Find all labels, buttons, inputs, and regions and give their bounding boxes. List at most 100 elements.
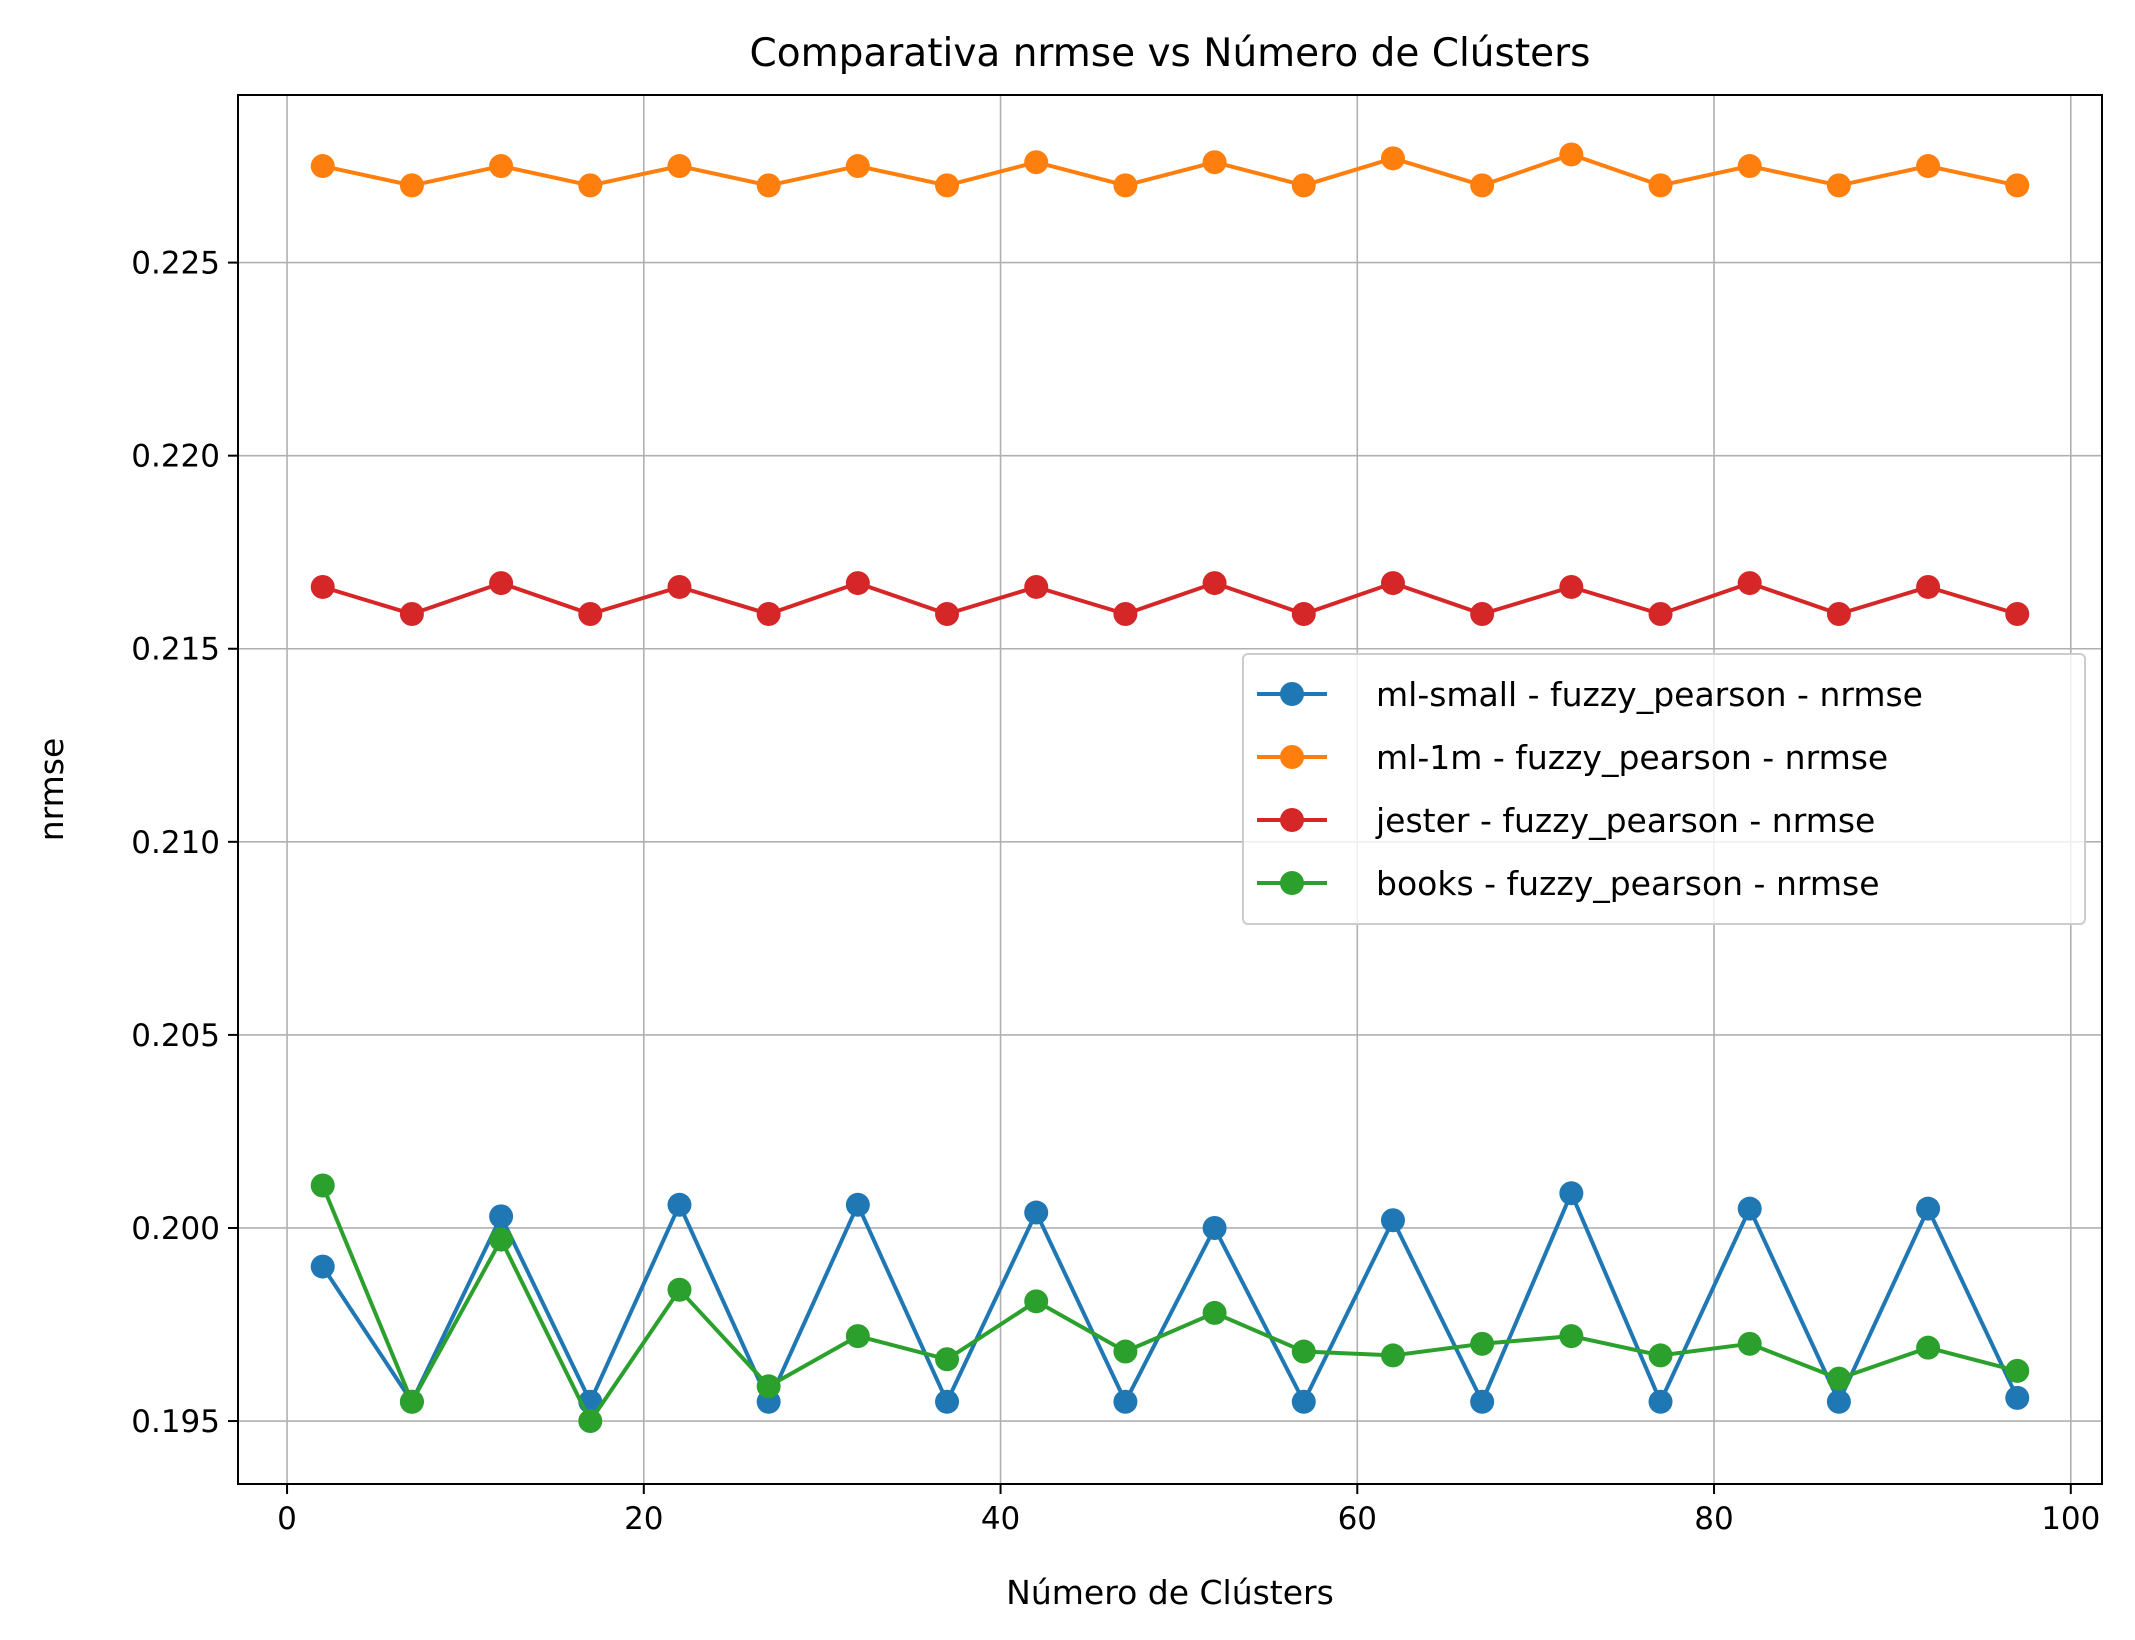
series-0 — [310, 1181, 2030, 1414]
data-point — [1648, 173, 1673, 198]
x-tick-label: 60 — [1338, 1501, 1377, 1537]
data-point — [756, 1374, 781, 1399]
data-point — [1559, 1324, 1584, 1349]
legend-label: ml-small - fuzzy_pearson - nrmse — [1376, 675, 1923, 714]
data-point — [1826, 1389, 1851, 1414]
data-point — [1826, 173, 1851, 198]
data-point — [489, 154, 514, 179]
data-point — [845, 154, 870, 179]
data-point — [1470, 1331, 1495, 1356]
y-tick-label: 0.215 — [131, 632, 220, 668]
series-2 — [310, 571, 2030, 626]
legend-box — [1242, 653, 2086, 925]
series-line — [322, 152, 2018, 188]
data-point — [1470, 601, 1495, 626]
data-point — [578, 173, 603, 198]
data-point — [489, 571, 514, 596]
data-point — [1291, 601, 1316, 626]
data-point — [1826, 601, 1851, 626]
data-point — [1559, 142, 1584, 167]
data-point — [1291, 1339, 1316, 1364]
legend-marker — [1280, 745, 1304, 769]
data-point — [1380, 146, 1405, 171]
data-point — [310, 1254, 335, 1279]
legend-marker — [1280, 808, 1304, 832]
x-tick-label: 80 — [1694, 1501, 1733, 1537]
data-point — [845, 1192, 870, 1217]
data-point — [310, 154, 335, 179]
data-point — [1737, 154, 1762, 179]
y-tick-label: 0.195 — [131, 1404, 220, 1440]
data-point — [935, 1347, 960, 1372]
data-point — [1380, 1343, 1405, 1368]
data-point — [1648, 1343, 1673, 1368]
series-1 — [310, 142, 2030, 198]
data-point — [1916, 1196, 1941, 1221]
legend-label: jester - fuzzy_pearson - nrmse — [1375, 801, 1875, 840]
data-point — [2005, 1385, 2030, 1410]
data-point — [578, 601, 603, 626]
data-point — [1470, 1389, 1495, 1414]
data-point — [578, 1409, 603, 1434]
y-tick-label: 0.220 — [131, 439, 220, 475]
data-point — [1737, 1196, 1762, 1221]
data-point — [1916, 574, 1941, 599]
data-point — [1113, 173, 1138, 198]
data-point — [667, 1277, 692, 1302]
data-point — [2005, 1358, 2030, 1383]
series-3 — [310, 1173, 2030, 1434]
data-point — [1470, 173, 1495, 198]
data-point — [1202, 1215, 1227, 1240]
series-line — [321, 1191, 2020, 1404]
data-point — [1380, 1208, 1405, 1233]
data-point — [310, 574, 335, 599]
legend-marker — [1280, 871, 1304, 895]
data-point — [935, 173, 960, 198]
data-point — [310, 1173, 335, 1198]
data-point — [1648, 601, 1673, 626]
data-point — [489, 1204, 514, 1229]
series-group — [310, 142, 2030, 1434]
legend-label: ml-1m - fuzzy_pearson - nrmse — [1376, 738, 1888, 777]
data-point — [1648, 1389, 1673, 1414]
data-point — [1916, 154, 1941, 179]
data-point — [1916, 1335, 1941, 1360]
data-point — [845, 571, 870, 596]
data-point — [1024, 1289, 1049, 1314]
x-tick-label: 40 — [981, 1501, 1020, 1537]
data-point — [1826, 1366, 1851, 1391]
data-point — [1559, 1181, 1584, 1206]
data-point — [2005, 173, 2030, 198]
data-point — [1202, 571, 1227, 596]
data-point — [756, 601, 781, 626]
data-point — [1737, 1331, 1762, 1356]
y-axis-label: nrmse — [32, 738, 71, 842]
x-tick-label: 0 — [277, 1501, 297, 1537]
data-point — [667, 574, 692, 599]
data-point — [1559, 574, 1584, 599]
data-point — [935, 601, 960, 626]
data-point — [1113, 1389, 1138, 1414]
series-line — [322, 581, 2018, 616]
data-point — [399, 173, 424, 198]
ticks: 0 20 40 60 80 100 0.195 0.200 0.205 0.210 0.215 0.2… — [131, 246, 2100, 1537]
data-point — [1202, 1300, 1227, 1325]
data-point — [1024, 1200, 1049, 1225]
data-point — [667, 154, 692, 179]
data-point — [2005, 601, 2030, 626]
data-point — [1024, 150, 1049, 175]
series-line — [320, 1184, 2018, 1424]
data-point — [1113, 601, 1138, 626]
x-tick-label: 100 — [2041, 1501, 2100, 1537]
data-point — [399, 601, 424, 626]
data-point — [1380, 571, 1405, 596]
data-point — [1291, 173, 1316, 198]
x-tick-label: 20 — [624, 1501, 663, 1537]
legend: ml-small - fuzzy_pearson - nrmse ml-1m - … — [1242, 653, 2086, 925]
data-point — [845, 1324, 870, 1349]
data-point — [1024, 574, 1049, 599]
y-tick-label: 0.225 — [131, 246, 220, 282]
data-point — [1202, 150, 1227, 175]
data-point — [1291, 1389, 1316, 1414]
